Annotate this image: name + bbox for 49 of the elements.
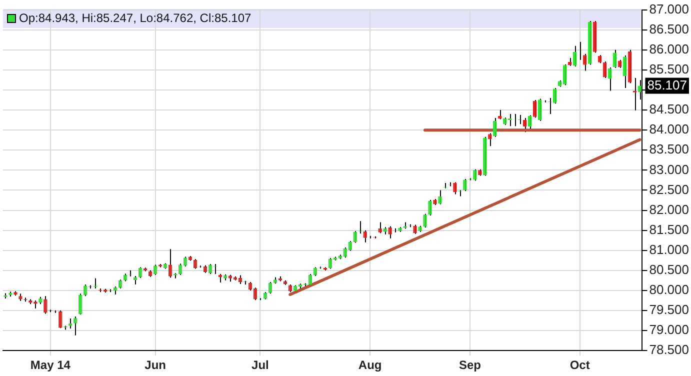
- y-tick-label: 78.500: [649, 342, 690, 358]
- y-tick-label: 86.500: [649, 21, 690, 36]
- candlestick: [353, 230, 357, 244]
- x-tick-label: Sep: [458, 358, 481, 372]
- candlestick: [378, 222, 382, 234]
- x-tick-label: Jul: [252, 358, 269, 372]
- y-tick-label: 86.000: [649, 41, 690, 56]
- y-tick-label: 85.500: [649, 62, 690, 77]
- x-tick-label: Aug: [358, 358, 382, 372]
- candlestick: [498, 110, 502, 120]
- y-tick-label: 84.500: [649, 102, 690, 117]
- candlestick: [423, 213, 427, 228]
- candlestick: [523, 118, 527, 133]
- candlestick: [413, 224, 417, 234]
- candlestick: [428, 199, 432, 216]
- x-tick-label: May 14: [30, 358, 71, 372]
- candlestick: [363, 230, 367, 243]
- candlestick: [84, 284, 88, 297]
- candlestick: [78, 293, 82, 316]
- y-tick-label: 80.000: [649, 282, 690, 298]
- candlestick: [58, 310, 62, 329]
- candlestick: [343, 247, 347, 258]
- candlestick: [74, 316, 78, 336]
- y-tick-label: 80.500: [649, 262, 690, 277]
- candlestick: [438, 190, 442, 205]
- y-tick-label: 81.000: [649, 242, 690, 257]
- candlestick: [44, 296, 48, 314]
- y-tick-label: 79.500: [649, 302, 690, 318]
- candlestick: [94, 278, 98, 289]
- y-tick-label: 79.000: [649, 322, 690, 338]
- y-tick-label: 81.500: [649, 222, 690, 237]
- text: 85.107: [647, 77, 688, 92]
- x-tick-label: Jun: [144, 358, 166, 372]
- candlestick: [473, 168, 477, 182]
- candlestick: [488, 132, 492, 147]
- y-tick-label: 84.000: [649, 122, 690, 137]
- x-tick-label: Oct: [570, 358, 590, 372]
- candlestick: [463, 178, 467, 192]
- y-tick-label: 83.000: [649, 162, 690, 177]
- candlestick: [453, 182, 457, 195]
- candlestick: [348, 240, 352, 252]
- y-tick-label: 82.000: [649, 202, 690, 217]
- candlestick: [388, 226, 392, 239]
- y-tick-label: 82.500: [649, 182, 690, 197]
- candlestick: [493, 118, 497, 138]
- annotation: Op:84.943, Hi:85.247, Lo:84.762, Cl:85.107: [19, 11, 252, 25]
- candlestick: [328, 257, 332, 270]
- y-tick-label: 87.000: [649, 1, 690, 16]
- y-tick-label: 83.500: [649, 142, 690, 157]
